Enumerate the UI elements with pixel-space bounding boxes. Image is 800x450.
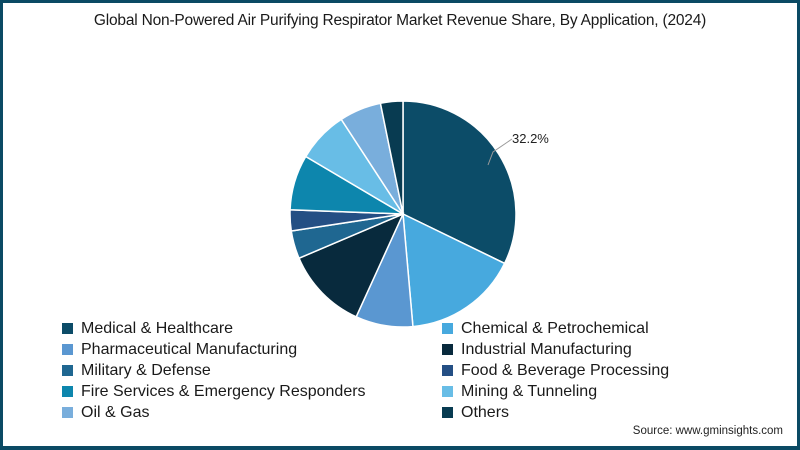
legend-label: Food & Beverage Processing: [461, 361, 670, 379]
legend-swatch: [442, 386, 453, 397]
annotation-leader-line: [487, 138, 513, 166]
legend-swatch: [62, 344, 73, 355]
legend-item[interactable]: Medical & Healthcare: [62, 318, 366, 339]
legend-label: Military & Defense: [81, 361, 211, 379]
legend-item[interactable]: Food & Beverage Processing: [442, 360, 669, 381]
legend-item[interactable]: Others: [442, 402, 669, 423]
legend-swatch: [442, 344, 453, 355]
pie-slice-others[interactable]: [379, 100, 404, 215]
legend-item[interactable]: Military & Defense: [62, 360, 366, 381]
legend-column-right: Chemical & Petrochemical Industrial Manu…: [442, 318, 669, 423]
legend-label: Industrial Manufacturing: [461, 340, 632, 358]
pie-slice-chemical-petrochemical[interactable]: [402, 212, 506, 328]
legend-label: Fire Services & Emergency Responders: [81, 382, 366, 400]
pie-slices: [289, 100, 517, 328]
legend-swatch: [442, 323, 453, 334]
legend-swatch: [62, 386, 73, 397]
legend-item[interactable]: Mining & Tunneling: [442, 381, 669, 402]
legend-swatch: [442, 407, 453, 418]
legend-label: Others: [461, 403, 510, 421]
legend-label: Oil & Gas: [81, 403, 150, 421]
legend-label: Chemical & Petrochemical: [461, 319, 649, 337]
legend-item[interactable]: Chemical & Petrochemical: [442, 318, 669, 339]
legend-swatch: [62, 365, 73, 376]
legend-label: Mining & Tunneling: [461, 382, 598, 400]
pie-slice-medical-healthcare[interactable]: [402, 100, 517, 265]
legend-column-left: Medical & Healthcare Pharmaceutical Manu…: [62, 318, 366, 423]
legend-swatch: [442, 365, 453, 376]
slice-value-label: 32.2%: [512, 131, 549, 146]
legend-label: Pharmaceutical Manufacturing: [81, 340, 298, 358]
legend-item[interactable]: Fire Services & Emergency Responders: [62, 381, 366, 402]
chart-title: Global Non-Powered Air Purifying Respira…: [93, 12, 707, 29]
pie-slice-industrial-manufacturing[interactable]: [298, 212, 405, 318]
legend-item[interactable]: Pharmaceutical Manufacturing: [62, 339, 366, 360]
legend-item[interactable]: Industrial Manufacturing: [442, 339, 669, 360]
legend-swatch: [62, 323, 73, 334]
legend-swatch: [62, 407, 73, 418]
legend-item[interactable]: Oil & Gas: [62, 402, 366, 423]
source-note: Source: www.gminsights.com: [632, 425, 783, 437]
legend-label: Medical & Healthcare: [81, 319, 234, 337]
